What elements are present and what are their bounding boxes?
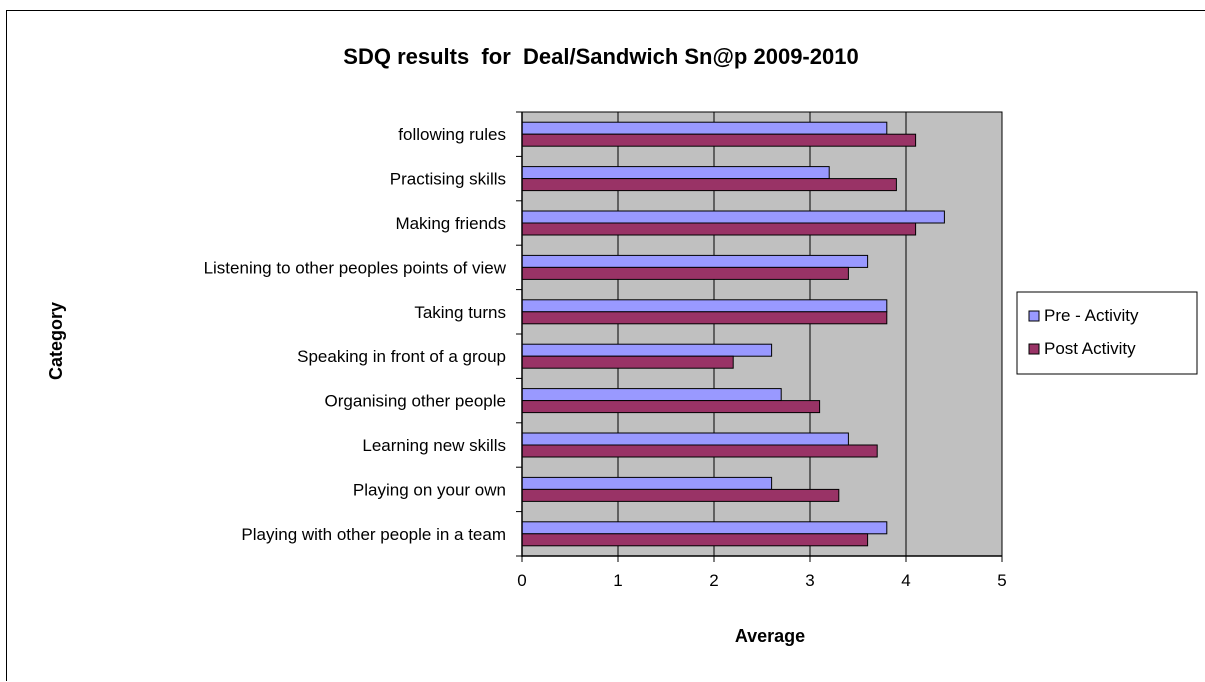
x-tick-label: 3 bbox=[805, 571, 814, 590]
bar-pre-7 bbox=[521, 432, 849, 446]
y-axis-title: Category bbox=[46, 302, 66, 380]
bar-pre-4 bbox=[521, 299, 888, 313]
bar-post-4 bbox=[521, 311, 888, 325]
bar-post-9 bbox=[521, 533, 869, 547]
bar-pre-6 bbox=[521, 388, 782, 402]
x-tick-label: 2 bbox=[709, 571, 718, 590]
legend-label-post: Post Activity bbox=[1044, 339, 1136, 358]
category-label: Making friends bbox=[395, 214, 506, 233]
legend-label-pre: Pre - Activity bbox=[1044, 306, 1139, 325]
bar-post-3 bbox=[521, 266, 849, 280]
category-label: Playing on your own bbox=[353, 480, 506, 499]
bar-post-2 bbox=[521, 222, 917, 236]
chart-frame: SDQ results for Deal/Sandwich Sn@p 2009-… bbox=[6, 10, 1205, 681]
category-label: Practising skills bbox=[390, 170, 506, 189]
category-label: following rules bbox=[398, 125, 506, 144]
bar-post-0 bbox=[521, 133, 917, 147]
plot-area: 0 1 2 3 4 5 following rules Practising skills Ma… bbox=[204, 111, 1007, 590]
bar-pre-0 bbox=[521, 121, 888, 135]
bar-pre-5 bbox=[521, 343, 773, 357]
bar-post-6 bbox=[521, 400, 821, 414]
category-label: Taking turns bbox=[414, 303, 506, 322]
x-axis-title: Average bbox=[735, 626, 805, 646]
bar-pre-2 bbox=[521, 210, 945, 224]
chart-title: SDQ results for Deal/Sandwich Sn@p 2009-… bbox=[343, 44, 858, 69]
legend-box bbox=[1016, 291, 1198, 375]
bar-pre-3 bbox=[521, 254, 869, 268]
category-label: Learning new skills bbox=[362, 436, 506, 455]
category-label: Playing with other people in a team bbox=[241, 525, 506, 544]
x-tick-label: 4 bbox=[901, 571, 910, 590]
bar-post-1 bbox=[521, 178, 897, 192]
bar-chart: SDQ results for Deal/Sandwich Sn@p 2009-… bbox=[46, 44, 1198, 646]
x-tick-label: 5 bbox=[997, 571, 1006, 590]
x-tick-label: 0 bbox=[517, 571, 526, 590]
x-tick-label: 1 bbox=[613, 571, 622, 590]
category-label: Speaking in front of a group bbox=[297, 347, 506, 366]
legend: Pre - Activity Post Activity bbox=[1016, 291, 1198, 375]
bar-pre-1 bbox=[521, 166, 830, 180]
bar-pre-9 bbox=[521, 521, 888, 535]
category-label: Organising other people bbox=[325, 392, 506, 411]
legend-swatch-pre bbox=[1028, 310, 1040, 322]
bar-post-5 bbox=[521, 355, 734, 369]
legend-swatch-post bbox=[1028, 343, 1040, 355]
category-label: Listening to other peoples points of vie… bbox=[204, 258, 507, 277]
bar-pre-8 bbox=[521, 476, 773, 490]
bar-post-7 bbox=[521, 444, 878, 458]
bar-post-8 bbox=[521, 488, 840, 502]
